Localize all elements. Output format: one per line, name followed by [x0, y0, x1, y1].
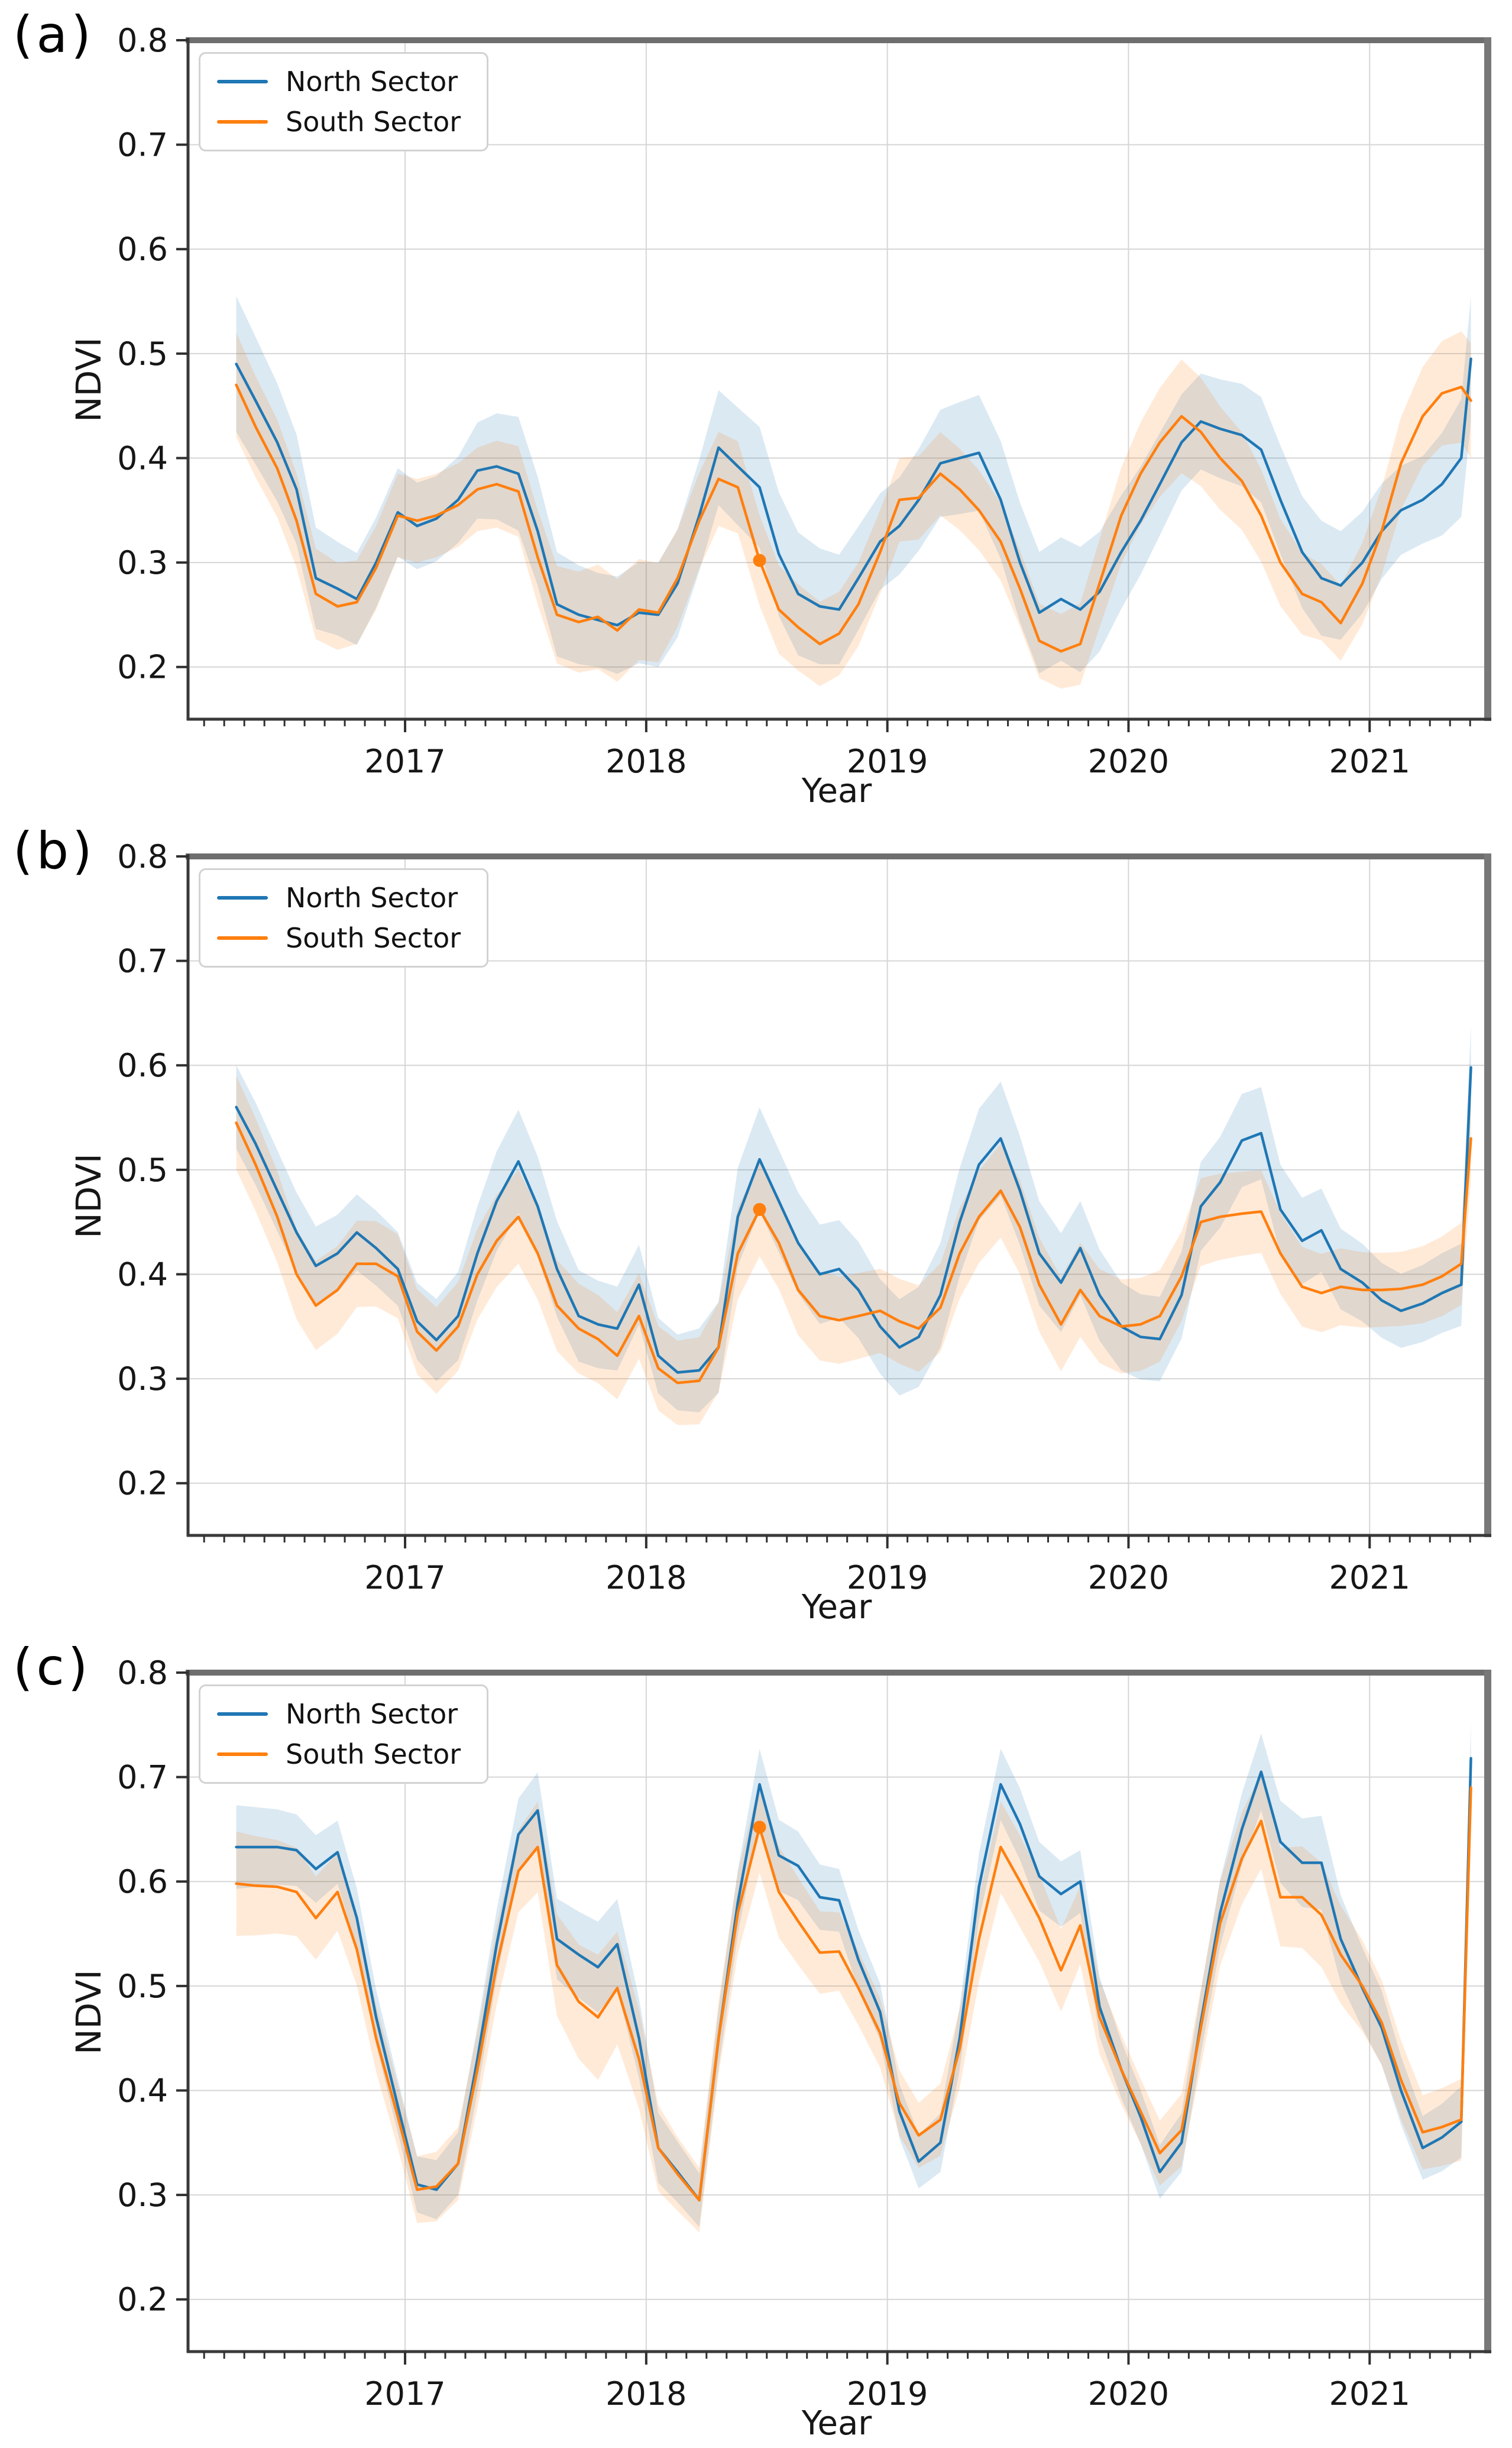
svg-text:2017: 2017: [364, 743, 445, 780]
svg-text:0.6: 0.6: [117, 1047, 168, 1084]
svg-text:0.3: 0.3: [117, 2177, 168, 2214]
legend-entry-south: South Sector: [217, 108, 461, 135]
legend-entry-north: North Sector: [217, 68, 461, 95]
svg-text:0.7: 0.7: [117, 943, 168, 980]
svg-text:0.8: 0.8: [117, 1654, 168, 1692]
svg-text:2018: 2018: [606, 1559, 687, 1596]
svg-text:2019: 2019: [847, 743, 928, 780]
legend-label-north: North Sector: [286, 66, 458, 98]
legend-entry-south: South Sector: [217, 1741, 461, 1768]
y-axis-label: NDVI: [69, 337, 109, 422]
svg-text:0.7: 0.7: [117, 1759, 168, 1796]
legend: North Sector South Sector: [199, 52, 489, 151]
svg-text:0.5: 0.5: [117, 1152, 168, 1189]
panel-letter-c: (c): [13, 1638, 92, 1697]
svg-text:2021: 2021: [1329, 1559, 1410, 1596]
svg-text:0.7: 0.7: [117, 127, 168, 164]
svg-text:0.6: 0.6: [117, 1863, 168, 1900]
legend-entry-south: South Sector: [217, 924, 461, 952]
svg-text:0.6: 0.6: [117, 231, 168, 268]
panel-c: 0.2 0.3 0.4 0.5 0.6 0.7 0.8 2017 2018 2019 2020 202…: [0, 1632, 1512, 2448]
svg-text:0.8: 0.8: [117, 22, 168, 59]
panel-letter-b: (b): [13, 822, 96, 881]
svg-text:2018: 2018: [606, 2375, 687, 2413]
svg-text:0.5: 0.5: [117, 335, 168, 373]
x-axis-label: Year: [801, 772, 872, 810]
legend-entry-north: North Sector: [217, 884, 461, 911]
svg-text:2020: 2020: [1088, 1559, 1169, 1596]
svg-text:2020: 2020: [1088, 743, 1169, 780]
svg-text:0.4: 0.4: [117, 1256, 168, 1293]
svg-text:0.2: 0.2: [117, 649, 168, 686]
panel-b: 0.2 0.3 0.4 0.5 0.6 0.7 0.8 2017 2018 2019 2020 202…: [0, 816, 1512, 1632]
panel-letter-a: (a): [13, 5, 95, 64]
svg-text:2019: 2019: [847, 1559, 928, 1596]
legend-line-south-icon: [217, 936, 268, 940]
chart-b: 0.2 0.3 0.4 0.5 0.6 0.7 0.8 2017 2018 2019 2020 202…: [117, 838, 1491, 1596]
svg-text:2021: 2021: [1329, 743, 1410, 780]
legend-label-north: North Sector: [286, 882, 458, 914]
svg-text:2019: 2019: [847, 2375, 928, 2413]
svg-text:0.4: 0.4: [117, 2072, 168, 2109]
svg-text:2020: 2020: [1088, 2375, 1169, 2413]
legend: North Sector South Sector: [199, 1684, 489, 1784]
legend-entry-north: North Sector: [217, 1700, 461, 1728]
svg-text:0.2: 0.2: [117, 2281, 168, 2318]
svg-text:0.2: 0.2: [117, 1465, 168, 1502]
svg-text:2018: 2018: [606, 743, 687, 780]
x-axis-label: Year: [801, 2404, 872, 2443]
legend-label-south: South Sector: [286, 922, 461, 954]
legend-line-south-icon: [217, 120, 268, 124]
y-axis-label: NDVI: [69, 1153, 109, 1238]
svg-text:0.3: 0.3: [117, 1360, 168, 1398]
legend-label-south: South Sector: [286, 106, 461, 138]
legend-line-south-icon: [217, 1752, 268, 1756]
svg-text:0.8: 0.8: [117, 838, 168, 875]
panel-a: 0.2 0.3 0.4 0.5 0.6 0.7 0.8 2017 2018 2019 2020 202…: [0, 0, 1512, 816]
legend-line-north-icon: [217, 896, 268, 900]
legend: North Sector South Sector: [199, 868, 489, 968]
y-axis-label: NDVI: [69, 1970, 109, 2055]
svg-text:0.3: 0.3: [117, 544, 168, 581]
svg-text:0.5: 0.5: [117, 1968, 168, 2005]
svg-text:2017: 2017: [364, 1559, 445, 1596]
legend-line-north-icon: [217, 1712, 268, 1716]
svg-text:0.4: 0.4: [117, 439, 168, 477]
legend-line-north-icon: [217, 80, 268, 83]
svg-text:2021: 2021: [1329, 2375, 1410, 2413]
chart-c: 0.2 0.3 0.4 0.5 0.6 0.7 0.8 2017 2018 2019 2020 202…: [117, 1654, 1491, 2413]
legend-label-south: South Sector: [286, 1738, 461, 1770]
svg-text:2017: 2017: [364, 2375, 445, 2413]
legend-label-north: North Sector: [286, 1698, 458, 1730]
x-axis-label: Year: [801, 1588, 872, 1626]
